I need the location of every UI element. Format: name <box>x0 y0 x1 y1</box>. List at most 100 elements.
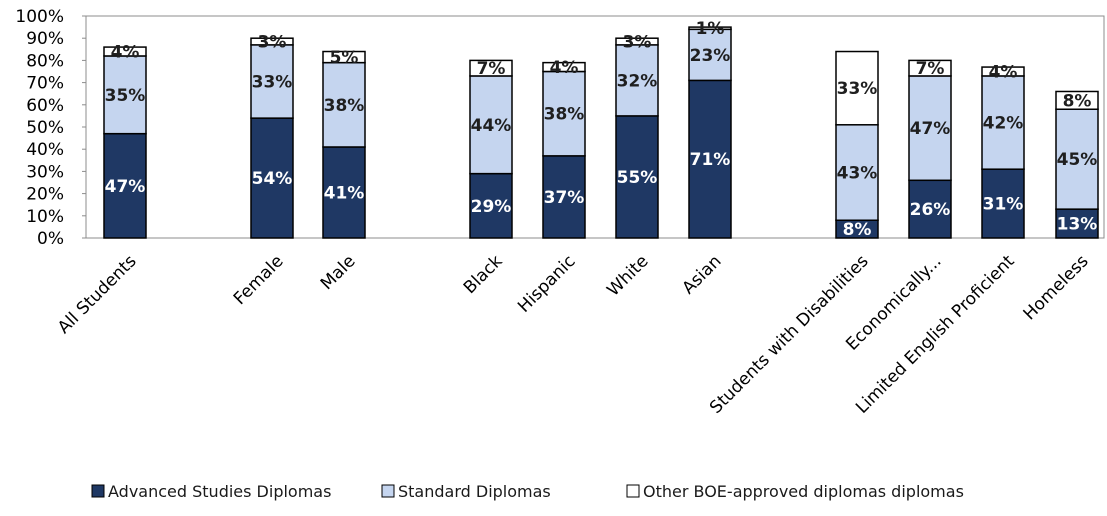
data-label: 1% <box>696 19 725 39</box>
data-label: 8% <box>1063 91 1092 111</box>
bar-stack: 8% 43% 33% <box>835 50 879 240</box>
data-label: 33% <box>252 72 293 92</box>
data-label: 38% <box>324 96 365 116</box>
bar-stack: 37% 38% 4% <box>542 58 586 239</box>
data-label: 43% <box>837 164 878 184</box>
bar-stack: 31% 42% 4% <box>981 63 1025 239</box>
bar-stack: 47% 35% 4% <box>103 43 147 239</box>
data-label: 7% <box>916 59 945 79</box>
bar-stack: 13% 45% 8% <box>1055 90 1099 239</box>
bar-segment <box>250 37 294 46</box>
legend-item: Other BOE-approved diplomas diplomas <box>626 482 964 501</box>
bar-segment <box>103 46 147 57</box>
data-label: 31% <box>983 195 1024 215</box>
data-label: 3% <box>258 33 287 53</box>
legend-label: Advanced Studies Diplomas <box>108 482 331 501</box>
data-label: 47% <box>910 119 951 139</box>
legend-label: Standard Diplomas <box>398 482 551 501</box>
bar-segment <box>322 61 366 148</box>
category-label: Asian <box>679 251 726 298</box>
category-label: Male <box>317 251 360 294</box>
data-label: 8% <box>843 220 872 240</box>
bar-segment <box>250 117 294 239</box>
bar-segment <box>688 28 732 82</box>
bar-segment <box>469 172 513 239</box>
bar-stack: 55% 32% 3% <box>615 33 659 239</box>
bar-segment <box>981 66 1025 77</box>
category-label: Black <box>460 251 507 298</box>
y-tick-label: 60% <box>26 96 64 116</box>
data-label: 4% <box>550 58 579 78</box>
data-label: 13% <box>1057 215 1098 235</box>
bar-stack: 26% 47% 7% <box>908 59 952 239</box>
y-tick-label: 10% <box>26 207 64 227</box>
data-label: 55% <box>617 168 658 188</box>
bar-segment <box>322 50 366 64</box>
legend-swatch <box>381 484 395 498</box>
bar-segment <box>908 75 952 182</box>
bar-segment <box>469 59 513 77</box>
bar-segment <box>615 115 659 239</box>
data-label: 71% <box>690 150 731 170</box>
category-label: White <box>603 251 652 300</box>
data-label: 33% <box>837 79 878 99</box>
data-label: 35% <box>105 86 146 106</box>
data-label: 5% <box>330 48 359 68</box>
data-label: 38% <box>544 105 585 125</box>
bar-segment <box>469 75 513 175</box>
y-tick-label: 30% <box>26 162 64 182</box>
y-axis: 0%10%20% 30%40%50%60%70% 80%90%100% <box>15 7 86 249</box>
data-label: 45% <box>1057 150 1098 170</box>
data-label: 23% <box>690 46 731 66</box>
bar-segment <box>615 44 659 117</box>
y-tick-label: 90% <box>26 29 64 49</box>
category-label: Hispanic <box>514 251 579 316</box>
data-label: 29% <box>471 197 512 217</box>
bar-segment <box>835 124 879 221</box>
bar-segment <box>688 26 732 31</box>
bar-stack: 41% 38% 5% <box>322 48 366 239</box>
data-label: 4% <box>111 43 140 63</box>
y-tick-label: 70% <box>26 74 64 94</box>
category-label: All Students <box>54 251 141 338</box>
bar-segment <box>908 59 952 77</box>
y-tick-label: 50% <box>26 118 64 138</box>
bar-stack: 54% 33% 3% <box>250 33 294 239</box>
y-tick-label: 80% <box>26 51 64 71</box>
y-tick-label: 20% <box>26 185 64 205</box>
bar-stack: 71% 23% 1% <box>688 19 732 239</box>
bar-segment <box>322 146 366 239</box>
bar-segment <box>1055 90 1099 110</box>
data-label: 37% <box>544 188 585 208</box>
data-label: 4% <box>989 63 1018 83</box>
data-label: 47% <box>105 177 146 197</box>
legend: Advanced Studies Diplomas Standard Diplom… <box>91 482 964 501</box>
category-label: Limited English Proficient <box>852 251 1019 418</box>
legend-item: Advanced Studies Diplomas <box>91 482 331 501</box>
bar-segment <box>688 79 732 239</box>
legend-item: Standard Diplomas <box>381 482 551 501</box>
bar-segment <box>615 37 659 46</box>
bar-segment <box>981 75 1025 170</box>
data-label: 41% <box>324 183 365 203</box>
bar-stack: 29% 44% 7% <box>469 59 513 239</box>
data-label: 3% <box>623 33 652 53</box>
bar-segment <box>542 61 586 73</box>
bar-segment <box>835 50 879 126</box>
bar-segment <box>250 44 294 119</box>
data-label: 54% <box>252 169 293 189</box>
bar-segment <box>1055 108 1099 210</box>
bar-segment <box>542 155 586 239</box>
data-label: 42% <box>983 114 1024 134</box>
y-tick-label: 40% <box>26 140 64 160</box>
legend-swatch <box>626 484 640 498</box>
data-label: 32% <box>617 71 658 91</box>
bar-segment <box>103 55 147 135</box>
data-label: 7% <box>477 59 506 79</box>
y-tick-label: 0% <box>37 229 64 249</box>
category-label: Female <box>230 251 288 309</box>
x-axis: All Students Female Male Black Hispanic White… <box>54 251 1093 418</box>
bar-segment <box>981 168 1025 239</box>
